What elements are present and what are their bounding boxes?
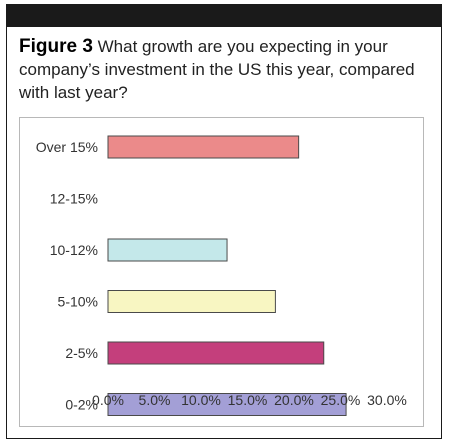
bar bbox=[107, 238, 228, 262]
bar bbox=[107, 290, 276, 313]
category-label: 10-12% bbox=[50, 242, 98, 258]
figure-label: Figure 3 bbox=[19, 36, 93, 57]
figure-question: What growth are you expecting in your co… bbox=[19, 37, 415, 102]
bar-chart: Over 15% 12-15% 10-12% 5-10% 2-5% 0-2%0.0% 5.0… bbox=[36, 135, 407, 416]
x-tick-label: 30.0% bbox=[367, 392, 407, 408]
x-tick-label: 15.0% bbox=[228, 392, 268, 408]
chart-area: Over 15% 12-15% 10-12% 5-10% 2-5% 0-2% 0.0% 5.0… bbox=[19, 117, 424, 427]
bar bbox=[107, 135, 300, 159]
bar bbox=[107, 393, 347, 416]
x-tick-label: 5.0% bbox=[139, 392, 171, 408]
x-tick-label: 20.0% bbox=[274, 392, 314, 408]
category-label: 12-15% bbox=[50, 191, 98, 207]
category-label: 5-10% bbox=[58, 294, 98, 310]
figure-title: Figure 3 What growth are you expecting i… bbox=[19, 35, 429, 104]
header-bar bbox=[7, 5, 441, 27]
x-tick-label: 0.0% bbox=[92, 392, 124, 408]
x-tick-label: 10.0% bbox=[181, 392, 221, 408]
category-label: 0-2% bbox=[65, 397, 98, 413]
category-label: 2-5% bbox=[65, 345, 98, 361]
x-tick-label: 25.0% bbox=[321, 392, 361, 408]
category-label: Over 15% bbox=[36, 139, 98, 155]
bar bbox=[107, 341, 325, 365]
figure-frame: Figure 3 What growth are you expecting i… bbox=[6, 4, 442, 439]
